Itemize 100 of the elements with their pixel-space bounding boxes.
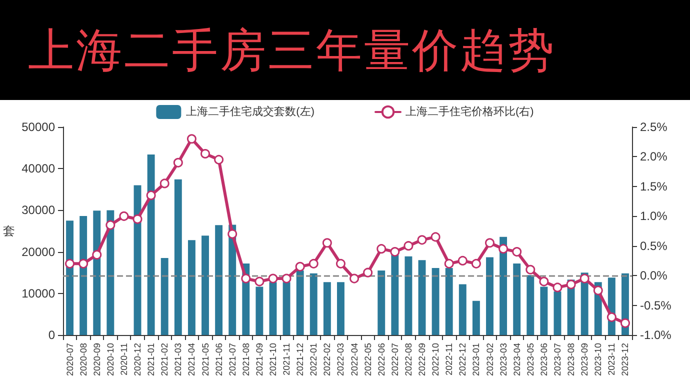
point [552,282,562,292]
x-tick-label: 2023-04 [512,343,522,376]
x-tick-label: 2020-12 [132,343,143,376]
point [132,214,142,224]
x-tick-label: 2021-03 [173,343,184,376]
point [444,258,454,268]
point [363,268,373,278]
bar [418,260,426,335]
point [308,258,318,268]
x-tick-label: 2022-09 [417,343,428,376]
point [228,229,238,239]
x-tick-label: 2023-08 [566,343,576,376]
point [200,148,210,158]
point [186,134,196,144]
x-tick-label: 2022-02 [322,343,332,376]
bar [513,263,521,335]
y-tick-label: 20000 [22,244,56,259]
point [350,274,360,284]
point [173,158,183,168]
x-tick-label: 2021-10 [268,343,278,376]
point [322,238,332,248]
point [580,274,590,284]
bar [188,240,196,335]
point [417,235,427,245]
y-tick-label: 10000 [22,286,56,300]
point [119,211,129,221]
bar [540,286,548,335]
bar [160,258,168,335]
point [498,244,508,254]
x-tick-label: 2023-07 [552,343,562,376]
bar [486,257,494,335]
bar [445,268,453,335]
x-tick-label: 2021-08 [240,343,251,376]
legend-label: 上海二手住宅成交套数(左) [186,105,314,118]
y2-tick-label: -0.5% [640,298,672,312]
y-tick-label: 50000 [22,120,56,134]
legend-label: 上海二手住宅价格环比(右) [406,105,534,118]
bar [432,268,440,335]
bar [174,179,182,335]
point [471,258,481,268]
point [485,238,494,248]
x-tick-label: 2023-06 [538,343,549,376]
x-tick-label: 2023-10 [593,343,604,376]
x-tick-label: 2020-08 [78,343,88,376]
bar [66,220,74,335]
x-tick-label: 2021-04 [186,343,197,376]
point [458,256,468,266]
point [390,247,400,257]
y-tick-label: 30000 [22,203,56,218]
point [268,274,278,284]
point [78,258,88,268]
x-tick-label: 2022-06 [376,343,386,376]
bar [404,256,412,335]
y2-tick-label: 2.5% [640,120,668,134]
x-tick-label: 2021-01 [146,343,156,376]
bar [337,282,344,335]
bar [378,270,386,335]
chart-title: 上海二手房三年量价趋势 [0,0,690,100]
x-tick-label: 2021-02 [160,343,170,376]
x-tick-label: 2021-11 [282,343,292,376]
point [254,276,264,286]
x-tick-label: 2023-12 [620,343,630,376]
bar [526,275,534,335]
x-tick-label: 2023-03 [498,343,508,376]
y-axis-title: 套 [3,224,15,238]
bar [296,270,304,335]
bar [80,216,88,335]
bar [106,210,114,335]
point [404,241,414,251]
x-tick-label: 2020-11 [118,343,129,376]
bar [323,282,331,335]
x-tick-label: 2022-11 [444,343,454,376]
x-tick-label: 2021-07 [227,343,238,376]
x-tick-label: 2021-06 [214,343,224,376]
bar [269,282,277,335]
x-tick-label: 2022-04 [349,343,360,376]
bar [147,154,155,335]
x-tick-label: 2023-05 [525,343,536,376]
point [539,276,549,286]
point [214,154,224,164]
y2-tick-label: 0.5% [640,238,668,253]
y2-tick-label: 1.0% [640,209,668,224]
bar [554,291,562,335]
x-tick-label: 2022-01 [308,343,319,376]
point [146,190,156,200]
bar [391,254,399,335]
y2-tick-label: -1.0% [640,328,672,342]
bar [202,236,209,335]
point [241,274,251,284]
x-tick-label: 2022-05 [362,343,373,376]
point [430,232,440,242]
bar [256,286,264,335]
x-tick-label: 2022-03 [336,343,346,376]
x-tick-label: 2022-12 [458,343,468,376]
x-tick-label: 2021-12 [295,343,306,376]
point [282,274,292,284]
point [92,250,102,260]
bar [215,225,223,335]
bar [282,282,290,335]
point [606,312,616,322]
